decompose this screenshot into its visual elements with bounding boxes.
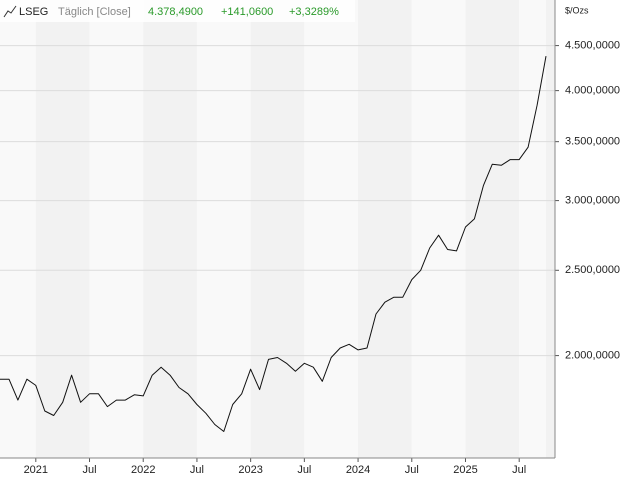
band [519,0,547,458]
x-tick-label: Jul [190,464,204,476]
y-tick-label: 3.000,0000 [565,194,620,206]
band [411,0,466,458]
band [35,0,90,458]
price-line [0,56,547,432]
y-tick-label: 4.500,0000 [565,39,620,51]
band [89,0,144,458]
y-tick-label: 3.500,0000 [565,136,620,148]
x-tick-label: 2023 [238,464,262,476]
x-tick-label: Jul [405,464,419,476]
y-unit: $/Ozs [565,5,589,15]
band [196,0,251,458]
band [546,0,555,458]
header-bg [0,0,355,22]
axes: 2.000,0000 2.500,0000 3.000,0000 3.500,0000… [0,0,620,476]
y-tick-label: 2.000,0000 [565,350,620,362]
band [143,0,197,458]
x-tick-label: 2025 [453,464,477,476]
background [0,0,555,458]
x-tick-label: Jul [297,464,311,476]
x-tick-label: 2022 [131,464,155,476]
band [0,0,36,458]
last-price: 4.378,4900 [148,6,203,18]
plot [0,56,547,432]
y-tick-label: 4.000,0000 [565,85,620,97]
line-icon [3,5,17,18]
change-pct: +3,3289% [289,6,339,18]
interval: Täglich [Close] [58,6,131,18]
y-tick-label: 2.500,0000 [565,264,620,276]
grid [0,45,555,357]
band [358,0,412,458]
x-tick-label: 2021 [24,464,48,476]
x-tick-label: 2024 [346,464,370,476]
x-tick-label: Jul [82,464,96,476]
series-name: LSEG [19,6,48,18]
x-tick-label: Jul [512,464,526,476]
band [250,0,305,458]
band [465,0,520,458]
change: +141,0600 [221,6,273,18]
band [304,0,359,458]
